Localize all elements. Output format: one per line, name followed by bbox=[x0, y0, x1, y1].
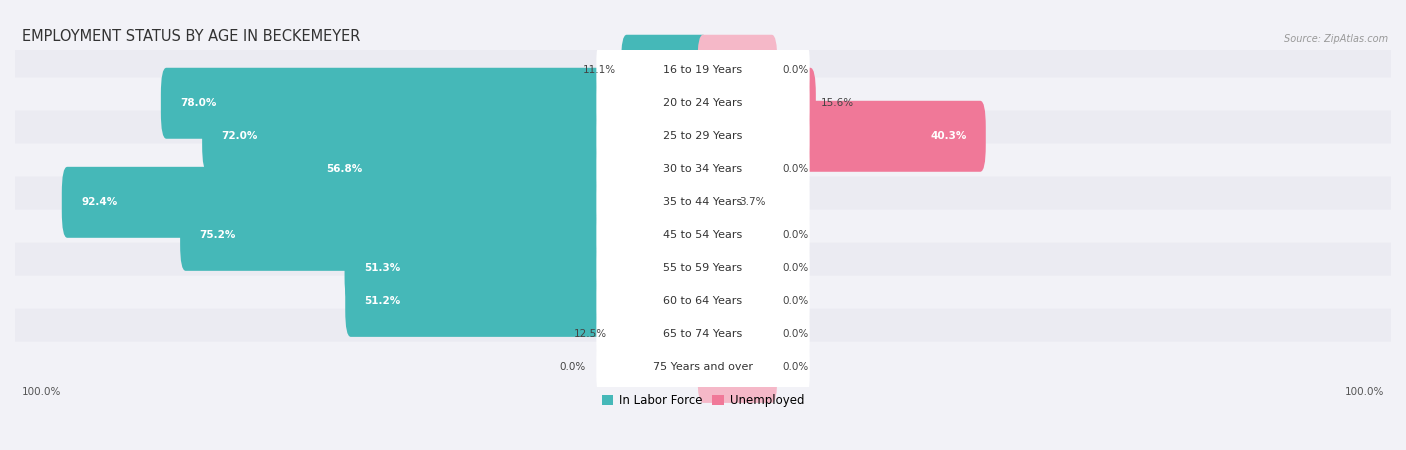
Text: 51.2%: 51.2% bbox=[364, 297, 401, 306]
Text: 100.0%: 100.0% bbox=[1344, 387, 1384, 397]
Text: 45 to 54 Years: 45 to 54 Years bbox=[664, 230, 742, 240]
FancyBboxPatch shape bbox=[13, 275, 1393, 327]
FancyBboxPatch shape bbox=[13, 144, 1393, 195]
FancyBboxPatch shape bbox=[596, 342, 810, 393]
FancyBboxPatch shape bbox=[697, 68, 815, 139]
FancyBboxPatch shape bbox=[612, 299, 709, 370]
FancyBboxPatch shape bbox=[13, 77, 1393, 129]
Text: 35 to 44 Years: 35 to 44 Years bbox=[664, 197, 742, 207]
Text: 15.6%: 15.6% bbox=[821, 98, 853, 108]
Legend: In Labor Force, Unemployed: In Labor Force, Unemployed bbox=[598, 389, 808, 412]
Text: 75.2%: 75.2% bbox=[200, 230, 236, 240]
FancyBboxPatch shape bbox=[596, 144, 810, 195]
Text: 0.0%: 0.0% bbox=[782, 65, 808, 75]
Text: 56.8%: 56.8% bbox=[326, 164, 363, 174]
Text: 12.5%: 12.5% bbox=[574, 329, 606, 339]
Text: 78.0%: 78.0% bbox=[180, 98, 217, 108]
Text: 3.7%: 3.7% bbox=[738, 197, 765, 207]
FancyBboxPatch shape bbox=[346, 266, 709, 337]
FancyBboxPatch shape bbox=[596, 177, 810, 228]
FancyBboxPatch shape bbox=[13, 210, 1393, 261]
FancyBboxPatch shape bbox=[13, 243, 1393, 294]
FancyBboxPatch shape bbox=[13, 176, 1393, 228]
FancyBboxPatch shape bbox=[596, 243, 810, 294]
FancyBboxPatch shape bbox=[596, 276, 810, 327]
FancyBboxPatch shape bbox=[697, 101, 986, 172]
Text: 30 to 34 Years: 30 to 34 Years bbox=[664, 164, 742, 174]
Text: 0.0%: 0.0% bbox=[782, 230, 808, 240]
Text: 11.1%: 11.1% bbox=[583, 65, 616, 75]
FancyBboxPatch shape bbox=[596, 45, 810, 96]
FancyBboxPatch shape bbox=[13, 342, 1393, 393]
Text: 0.0%: 0.0% bbox=[782, 329, 808, 339]
FancyBboxPatch shape bbox=[697, 134, 778, 205]
FancyBboxPatch shape bbox=[596, 111, 810, 162]
Text: Source: ZipAtlas.com: Source: ZipAtlas.com bbox=[1284, 34, 1388, 44]
Text: 0.0%: 0.0% bbox=[782, 263, 808, 273]
FancyBboxPatch shape bbox=[62, 167, 709, 238]
Text: 92.4%: 92.4% bbox=[82, 197, 117, 207]
Text: 0.0%: 0.0% bbox=[782, 164, 808, 174]
FancyBboxPatch shape bbox=[697, 266, 778, 337]
FancyBboxPatch shape bbox=[697, 167, 734, 238]
Text: 16 to 19 Years: 16 to 19 Years bbox=[664, 65, 742, 75]
Text: 40.3%: 40.3% bbox=[931, 131, 966, 141]
Text: EMPLOYMENT STATUS BY AGE IN BECKEMEYER: EMPLOYMENT STATUS BY AGE IN BECKEMEYER bbox=[22, 29, 360, 44]
Text: 55 to 59 Years: 55 to 59 Years bbox=[664, 263, 742, 273]
FancyBboxPatch shape bbox=[697, 233, 778, 304]
FancyBboxPatch shape bbox=[697, 299, 778, 370]
Text: 100.0%: 100.0% bbox=[22, 387, 62, 397]
FancyBboxPatch shape bbox=[697, 200, 778, 271]
Text: 72.0%: 72.0% bbox=[221, 131, 257, 141]
Text: 75 Years and over: 75 Years and over bbox=[652, 362, 754, 373]
Text: 0.0%: 0.0% bbox=[782, 297, 808, 306]
FancyBboxPatch shape bbox=[697, 35, 778, 106]
FancyBboxPatch shape bbox=[160, 68, 709, 139]
FancyBboxPatch shape bbox=[596, 78, 810, 129]
FancyBboxPatch shape bbox=[344, 233, 709, 304]
FancyBboxPatch shape bbox=[596, 309, 810, 360]
FancyBboxPatch shape bbox=[13, 45, 1393, 96]
Text: 20 to 24 Years: 20 to 24 Years bbox=[664, 98, 742, 108]
Text: 25 to 29 Years: 25 to 29 Years bbox=[664, 131, 742, 141]
FancyBboxPatch shape bbox=[697, 332, 778, 403]
FancyBboxPatch shape bbox=[596, 210, 810, 261]
FancyBboxPatch shape bbox=[307, 134, 709, 205]
Text: 51.3%: 51.3% bbox=[364, 263, 401, 273]
FancyBboxPatch shape bbox=[621, 35, 709, 106]
FancyBboxPatch shape bbox=[180, 200, 709, 271]
FancyBboxPatch shape bbox=[13, 111, 1393, 162]
Text: 0.0%: 0.0% bbox=[560, 362, 586, 373]
Text: 0.0%: 0.0% bbox=[782, 362, 808, 373]
Text: 60 to 64 Years: 60 to 64 Years bbox=[664, 297, 742, 306]
FancyBboxPatch shape bbox=[13, 309, 1393, 360]
Text: 65 to 74 Years: 65 to 74 Years bbox=[664, 329, 742, 339]
FancyBboxPatch shape bbox=[202, 101, 709, 172]
